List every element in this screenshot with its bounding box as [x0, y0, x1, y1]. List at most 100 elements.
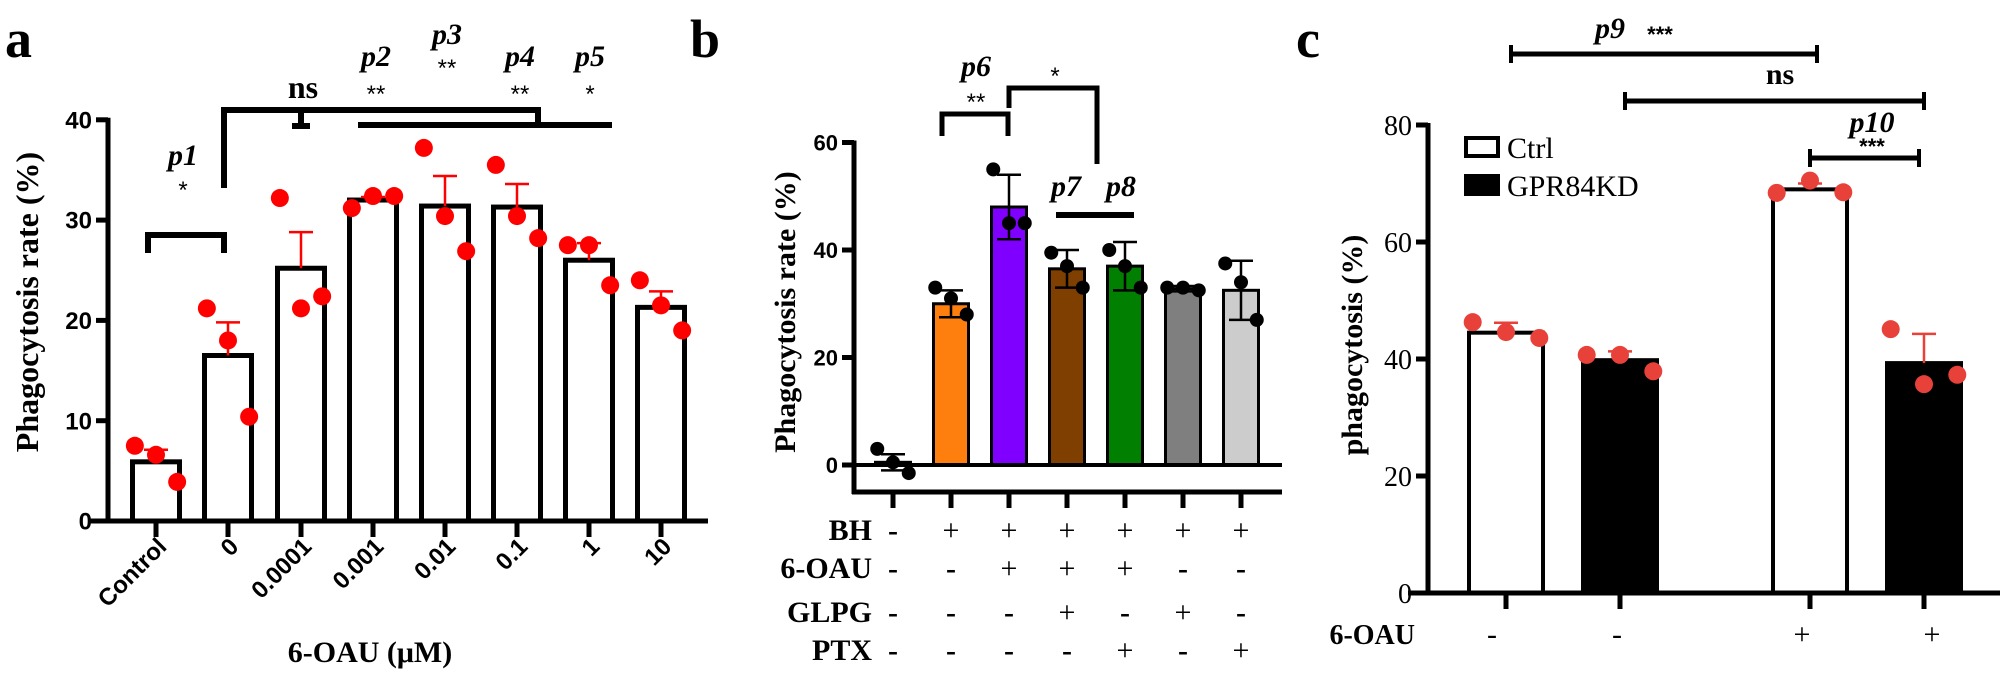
- data-point: [1249, 312, 1264, 327]
- y-tick-label: 0: [79, 509, 92, 536]
- condition-sign: -: [888, 634, 898, 667]
- significance-stars: **: [967, 89, 986, 116]
- data-point: [292, 299, 310, 318]
- y-tick-label: 20: [814, 345, 838, 370]
- data-point: [886, 455, 900, 470]
- data-point: [1160, 280, 1175, 295]
- condition-sign: -: [1004, 596, 1014, 629]
- condition-sign: -: [946, 596, 956, 629]
- condition-sign: -: [946, 634, 956, 667]
- bar: [347, 197, 399, 524]
- significance-label: p9: [1592, 12, 1625, 45]
- condition-sign: -: [1004, 634, 1014, 667]
- condition-sign: -: [1178, 552, 1188, 585]
- condition-sign: +: [1001, 514, 1018, 547]
- y-tick-label: 20: [1384, 462, 1412, 493]
- data-point: [652, 296, 670, 315]
- y-tick-label: 40: [65, 107, 92, 134]
- condition-sign: -: [888, 514, 898, 547]
- data-point: [928, 280, 943, 295]
- legend-swatch: [1464, 174, 1500, 196]
- significance-label: p7: [1048, 170, 1082, 203]
- bar: [1581, 358, 1659, 596]
- condition-sign: +: [1233, 634, 1250, 667]
- bar: [1164, 287, 1202, 467]
- data-point: [1118, 259, 1132, 274]
- condition-sign: -: [1120, 596, 1130, 629]
- condition-sign: +: [1924, 618, 1941, 651]
- x-axis-label: 6-OAU (μM): [288, 636, 452, 669]
- condition-label: 6-OAU: [1329, 620, 1415, 651]
- x-tick-label: Control: [93, 533, 172, 612]
- bar: [990, 205, 1028, 467]
- data-point: [486, 155, 505, 174]
- data-point: [630, 271, 649, 290]
- x-tick-label: 0.001: [328, 533, 390, 595]
- data-point: [1218, 256, 1233, 271]
- data-point: [197, 299, 216, 318]
- data-point: [1176, 280, 1190, 295]
- data-point: [1002, 216, 1016, 231]
- data-point: [1191, 283, 1206, 298]
- legend-label: Ctrl: [1507, 132, 1554, 165]
- condition-sign: -: [1178, 634, 1188, 667]
- data-point: [1102, 243, 1117, 257]
- data-point: [1075, 280, 1090, 295]
- condition-sign: -: [1487, 618, 1497, 651]
- significance-stars: ***: [1647, 22, 1673, 47]
- data-point: [1044, 245, 1059, 260]
- significance-label: p6: [958, 50, 991, 83]
- condition-sign: +: [1001, 552, 1018, 585]
- data-point: [986, 162, 1001, 177]
- condition-sign: -: [1236, 596, 1246, 629]
- data-point: [125, 436, 144, 455]
- y-tick-label: 30: [65, 208, 92, 235]
- data-point: [1060, 259, 1074, 274]
- data-point: [1133, 280, 1148, 295]
- data-point: [457, 242, 476, 261]
- legend-swatch: [1464, 136, 1500, 158]
- bar: [491, 204, 543, 524]
- significance-label: p2: [358, 40, 391, 73]
- significance-bracket: [1006, 85, 1100, 164]
- condition-sign: +: [1059, 514, 1076, 547]
- condition-sign: -: [888, 596, 898, 629]
- x-tick-label: 0.0001: [246, 533, 317, 604]
- condition-label: PTX: [812, 634, 872, 667]
- significance-label: p10: [1847, 106, 1895, 139]
- condition-sign: -: [888, 552, 898, 585]
- condition-sign: +: [1175, 596, 1192, 629]
- panel-label-b: b: [690, 9, 720, 69]
- data-point: [1577, 345, 1596, 364]
- significance-stars: *: [178, 177, 187, 204]
- data-point: [342, 199, 361, 218]
- y-axis-label: Phagocytosis rate (%): [9, 152, 45, 452]
- data-point: [1915, 375, 1933, 394]
- significance-stars: **: [511, 81, 530, 108]
- data-point: [580, 236, 598, 255]
- data-point: [168, 472, 187, 491]
- condition-sign: +: [1233, 514, 1250, 547]
- y-axis-label: Phagocytosis rate (%): [769, 171, 802, 453]
- condition-label: 6-OAU: [780, 552, 872, 585]
- data-point: [1644, 362, 1663, 381]
- data-point: [1948, 365, 1967, 384]
- data-point: [1463, 313, 1482, 332]
- data-point: [240, 407, 259, 426]
- significance-stars: ***: [1859, 134, 1885, 159]
- bar: [1106, 264, 1144, 467]
- data-point: [870, 441, 885, 456]
- data-point: [601, 276, 620, 295]
- y-tick-label: 0: [826, 453, 838, 478]
- x-tick-label: 0.01: [409, 533, 461, 585]
- data-point: [1497, 323, 1515, 342]
- data-point: [959, 307, 974, 322]
- y-tick-label: 80: [1384, 111, 1412, 142]
- panel-label-a: a: [5, 9, 32, 69]
- data-point: [944, 291, 958, 306]
- bar: [932, 302, 970, 467]
- data-point: [414, 138, 433, 157]
- x-tick-label: 0: [216, 533, 245, 562]
- condition-sign: +: [1059, 596, 1076, 629]
